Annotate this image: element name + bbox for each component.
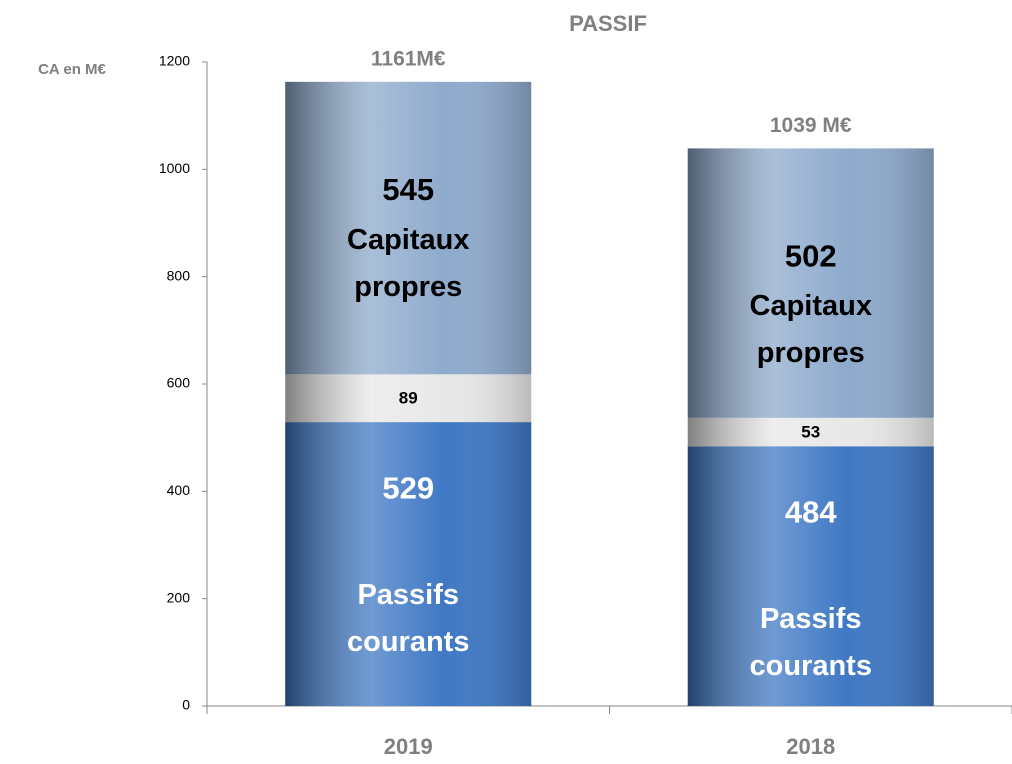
x-tick-label: 2018 [786,734,835,759]
segment-name: Capitaux propres [347,223,470,303]
bar-shading [285,81,532,375]
y-tick-label: 1200 [159,53,190,69]
bar-shading [285,374,532,423]
total-label: 1161M€ [371,47,446,70]
bar-shading [285,422,532,706]
segment-name-box: Capitaux propres [347,223,470,303]
y-tick-label: 800 [167,267,191,283]
value-label: 484 [785,494,837,529]
y-tick-label: 1000 [159,160,190,176]
y-axis-label: CA en M€ [38,61,106,78]
y-tick-label: 0 [182,697,190,713]
value-label: 53 [801,423,820,442]
bar-shading [687,446,934,706]
segment-name-box: Passifs courants [749,603,872,683]
chart-title: PASSIF [569,11,647,36]
y-tick-label: 600 [167,375,191,391]
total-label: 1039 M€ [770,114,852,137]
segment-name-box: Passifs courants [347,579,470,659]
y-tick-label: 400 [167,482,191,498]
y-tick-label: 200 [167,589,191,605]
value-label: 545 [382,172,434,207]
bar-shading [687,148,934,418]
segment-name: Passifs courants [347,579,470,659]
segment-name-box: Capitaux propres [749,290,872,370]
bar-shading [687,417,934,447]
segment-name: Capitaux propres [749,290,872,370]
x-tick-label: 2019 [384,734,433,759]
segment-name: Passifs courants [749,603,872,683]
value-label: 89 [399,389,418,408]
value-label: 502 [785,239,837,274]
value-label: 529 [382,470,434,505]
